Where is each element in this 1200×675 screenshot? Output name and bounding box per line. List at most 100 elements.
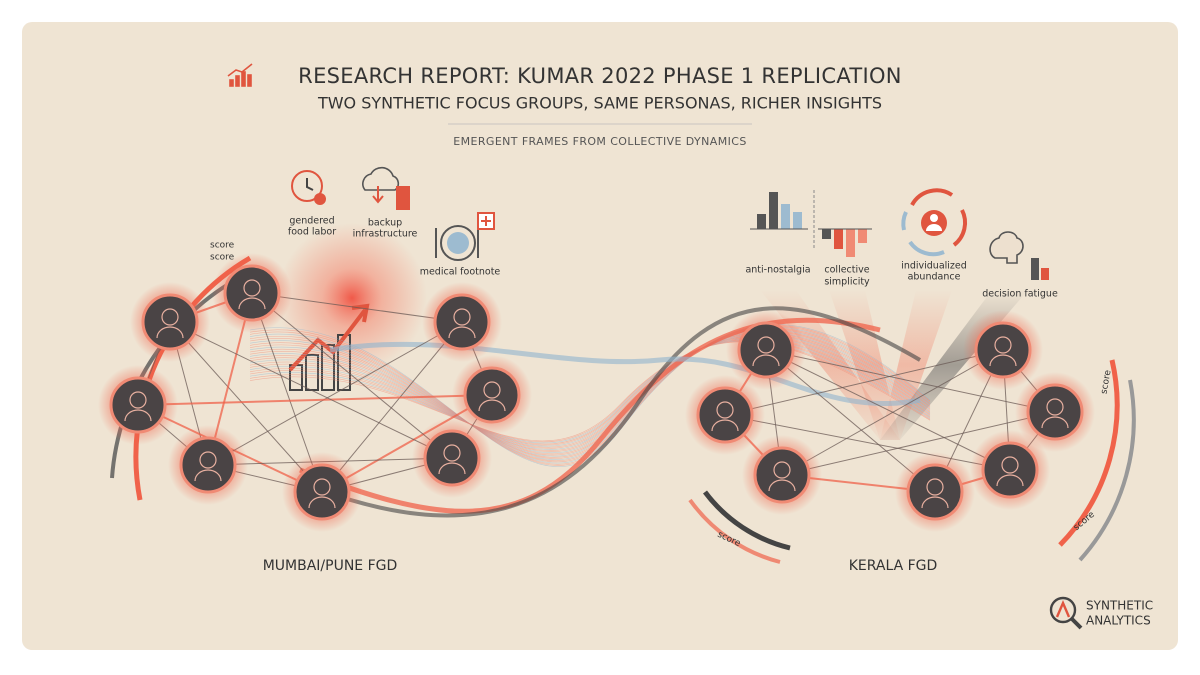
frame-label: simplicity (824, 277, 870, 288)
persona-head (1046, 398, 1064, 416)
link (207, 321, 463, 466)
link (781, 411, 1056, 476)
wave (249, 338, 931, 447)
persona-body (124, 409, 152, 422)
link (765, 349, 1056, 413)
frame-label: collective (824, 265, 869, 276)
node (423, 429, 481, 487)
link (724, 349, 1004, 416)
wave (249, 337, 931, 449)
wave (249, 339, 931, 445)
persona-head (129, 391, 147, 409)
node (696, 386, 754, 444)
persona-head (161, 308, 179, 326)
persona-head (926, 478, 944, 496)
persona-head (773, 461, 791, 479)
persona-body (1041, 416, 1069, 429)
node (974, 321, 1032, 379)
wave (249, 340, 931, 444)
node (433, 293, 491, 351)
wave (249, 337, 931, 448)
frame-icon (435, 212, 495, 261)
frame-label: abundance (908, 272, 961, 283)
wave (249, 331, 931, 458)
score-label: score (1099, 369, 1113, 395)
score-arc (688, 498, 781, 564)
frame-icon (362, 166, 410, 210)
persona-head (243, 279, 261, 297)
persona-head (313, 478, 331, 496)
frame-label: infrastructure (353, 229, 418, 240)
node (179, 436, 237, 494)
score-arc (1058, 359, 1120, 547)
logo-text: ANALYTICS (1086, 614, 1151, 628)
node (981, 441, 1039, 499)
frame-icon (989, 231, 1049, 280)
nodes (98, 253, 1095, 532)
node (753, 446, 811, 504)
persona-head (757, 336, 775, 354)
wave (249, 328, 931, 462)
subtitle: TWO SYNTHETIC FOCUS GROUPS, SAME PERSONA… (317, 94, 882, 113)
frame-icon (291, 170, 326, 205)
wave (249, 329, 931, 460)
header-icon (227, 63, 253, 87)
burst (277, 223, 427, 373)
score-arc (1078, 379, 1136, 562)
wave (249, 341, 931, 443)
node (141, 293, 199, 351)
persona-head (453, 308, 471, 326)
frame-label: decision fatigue (982, 289, 1058, 300)
persona-head (994, 336, 1012, 354)
link (765, 349, 1011, 471)
node (737, 321, 795, 379)
frame-icon (901, 188, 968, 257)
frame-icon (750, 190, 872, 257)
frame-label: anti-nostalgia (745, 265, 810, 276)
persona-body (752, 354, 780, 367)
persona-body (768, 479, 796, 492)
link (724, 414, 1011, 471)
wave (249, 336, 931, 450)
logo-text: SYNTHETIC (1086, 599, 1153, 613)
node (293, 463, 351, 521)
group-label: MUMBAI/PUNE FGD (263, 558, 398, 574)
persona-body (438, 462, 466, 475)
persona-body (921, 496, 949, 509)
frame-label: gendered (289, 216, 334, 227)
title: RESEARCH REPORT: KUMAR 2022 PHASE 1 REPL… (298, 64, 902, 88)
persona-head (199, 451, 217, 469)
persona-body (478, 399, 506, 412)
frame-label: individualized (901, 261, 967, 272)
wave (249, 330, 931, 459)
node (1026, 383, 1084, 441)
persona-body (989, 354, 1017, 367)
node (109, 376, 167, 434)
link (251, 292, 453, 459)
persona-body (156, 326, 184, 339)
persona-body (238, 297, 266, 310)
section-label: EMERGENT FRAMES FROM COLLECTIVE DYNAMICS (453, 135, 746, 148)
wave (249, 339, 931, 446)
node (906, 463, 964, 521)
persona-body (308, 496, 336, 509)
persona-body (996, 474, 1024, 487)
logo-icon (1049, 596, 1083, 630)
wave (249, 341, 931, 442)
frame-label: medical footnote (420, 267, 501, 278)
persona-body (711, 419, 739, 432)
persona-head (443, 444, 461, 462)
link (169, 321, 453, 459)
persona-head (483, 381, 501, 399)
score-label: score (210, 253, 235, 263)
wave-band (319, 306, 922, 518)
persona-body (448, 326, 476, 339)
persona-body (194, 469, 222, 482)
frame-label: backup (368, 218, 402, 229)
node (463, 366, 521, 424)
persona-head (1001, 456, 1019, 474)
persona-head (716, 401, 734, 419)
frame-label: food labor (288, 227, 336, 238)
score-arc (702, 490, 791, 551)
